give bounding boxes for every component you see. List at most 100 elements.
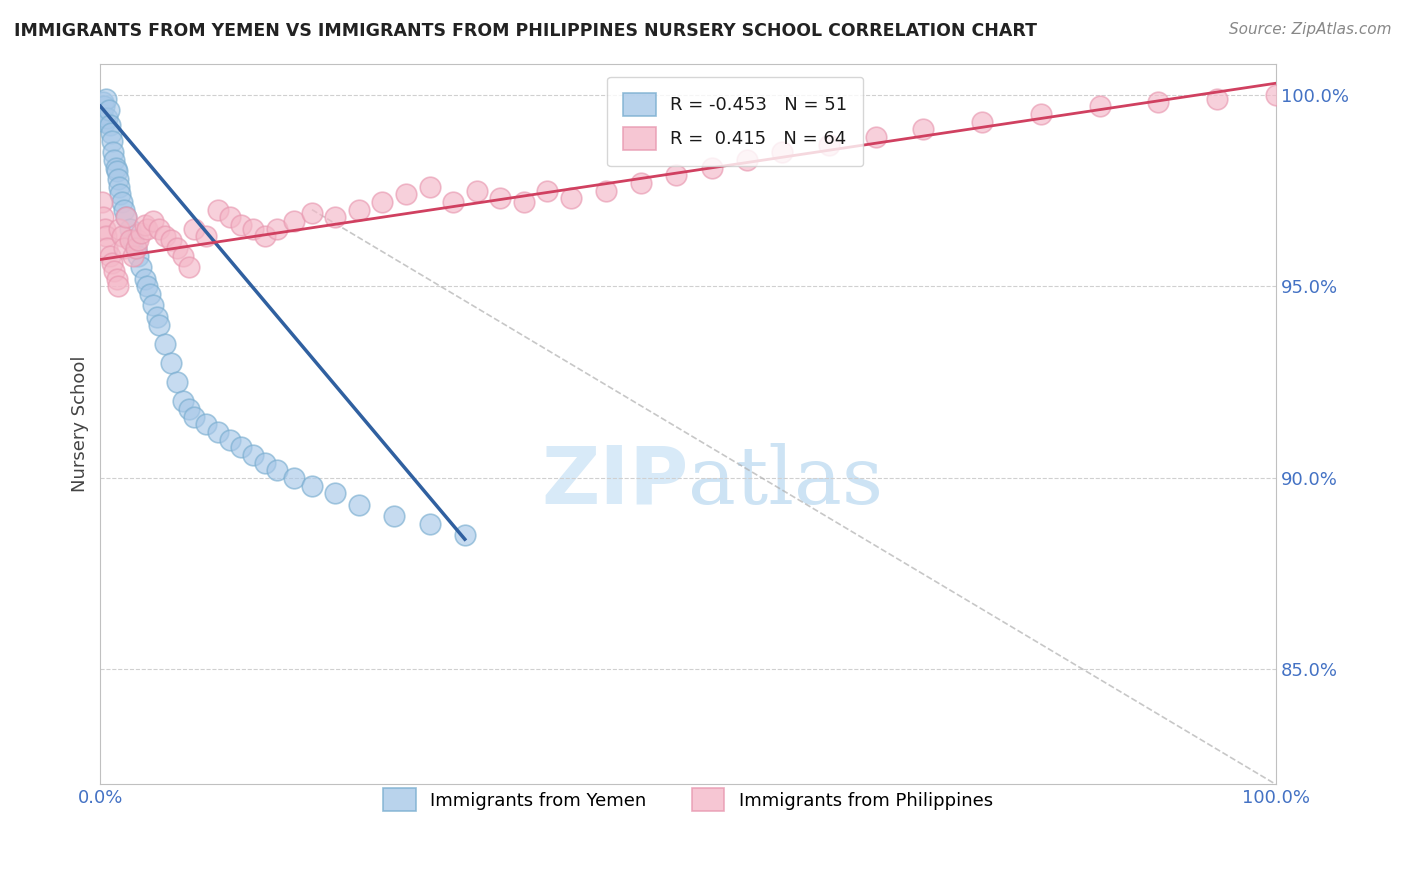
Point — [301, 206, 323, 220]
Point — [103, 145, 125, 160]
Point — [94, 222, 117, 236]
Point — [489, 191, 512, 205]
Point — [122, 249, 145, 263]
Point — [115, 211, 138, 225]
Point — [96, 241, 118, 255]
Point — [1088, 99, 1111, 113]
Point — [1029, 107, 1052, 121]
Point — [454, 528, 477, 542]
Point — [172, 394, 194, 409]
Point — [101, 134, 124, 148]
Point — [112, 202, 135, 217]
Point — [103, 153, 125, 167]
Point — [382, 509, 405, 524]
Point — [136, 279, 159, 293]
Point — [207, 425, 229, 439]
Point — [90, 194, 112, 209]
Point — [166, 375, 188, 389]
Point — [665, 168, 688, 182]
Point — [177, 260, 200, 274]
Point — [818, 137, 841, 152]
Point — [115, 211, 138, 225]
Point — [90, 107, 112, 121]
Point — [325, 486, 347, 500]
Point — [124, 241, 146, 255]
Point — [441, 194, 464, 209]
Point — [183, 222, 205, 236]
Point — [1206, 91, 1229, 105]
Point — [153, 229, 176, 244]
Point — [127, 233, 149, 247]
Point — [98, 119, 121, 133]
Point — [91, 95, 114, 110]
Point — [231, 218, 253, 232]
Point — [91, 211, 114, 225]
Point — [231, 440, 253, 454]
Point — [266, 222, 288, 236]
Point — [96, 91, 118, 105]
Point — [104, 161, 127, 175]
Text: atlas: atlas — [688, 442, 883, 521]
Point — [512, 194, 534, 209]
Point — [418, 179, 440, 194]
Point — [1265, 87, 1288, 102]
Point — [112, 241, 135, 255]
Point — [105, 271, 128, 285]
Point — [105, 164, 128, 178]
Point — [160, 233, 183, 247]
Point — [118, 222, 141, 236]
Point — [283, 214, 305, 228]
Point — [218, 211, 240, 225]
Point — [142, 298, 165, 312]
Point — [253, 456, 276, 470]
Point — [347, 202, 370, 217]
Point — [325, 211, 347, 225]
Point — [100, 126, 122, 140]
Point — [770, 145, 793, 160]
Point — [122, 233, 145, 247]
Point — [865, 129, 887, 144]
Point — [118, 233, 141, 247]
Point — [110, 187, 132, 202]
Point — [96, 229, 118, 244]
Point — [110, 194, 132, 209]
Point — [177, 401, 200, 416]
Point — [97, 103, 120, 117]
Point — [970, 114, 993, 128]
Text: Source: ZipAtlas.com: Source: ZipAtlas.com — [1229, 22, 1392, 37]
Point — [183, 409, 205, 424]
Y-axis label: Nursery School: Nursery School — [72, 356, 89, 492]
Point — [735, 153, 758, 167]
Point — [93, 99, 115, 113]
Point — [218, 433, 240, 447]
Point — [127, 249, 149, 263]
Point — [630, 176, 652, 190]
Point — [103, 264, 125, 278]
Point — [418, 516, 440, 531]
Point — [136, 222, 159, 236]
Point — [107, 172, 129, 186]
Point — [242, 222, 264, 236]
Point — [253, 229, 276, 244]
Point — [536, 184, 558, 198]
Point — [912, 122, 935, 136]
Text: ZIP: ZIP — [541, 442, 688, 521]
Point — [207, 202, 229, 217]
Point — [94, 114, 117, 128]
Point — [146, 310, 169, 324]
Point — [1147, 95, 1170, 110]
Point — [134, 271, 156, 285]
Point — [172, 249, 194, 263]
Point — [195, 229, 218, 244]
Point — [395, 187, 418, 202]
Point — [142, 214, 165, 228]
Point — [148, 318, 170, 332]
Point — [465, 184, 488, 198]
Point — [101, 256, 124, 270]
Point — [124, 241, 146, 255]
Point — [700, 161, 723, 175]
Point — [134, 218, 156, 232]
Point — [242, 448, 264, 462]
Point — [153, 336, 176, 351]
Point — [347, 498, 370, 512]
